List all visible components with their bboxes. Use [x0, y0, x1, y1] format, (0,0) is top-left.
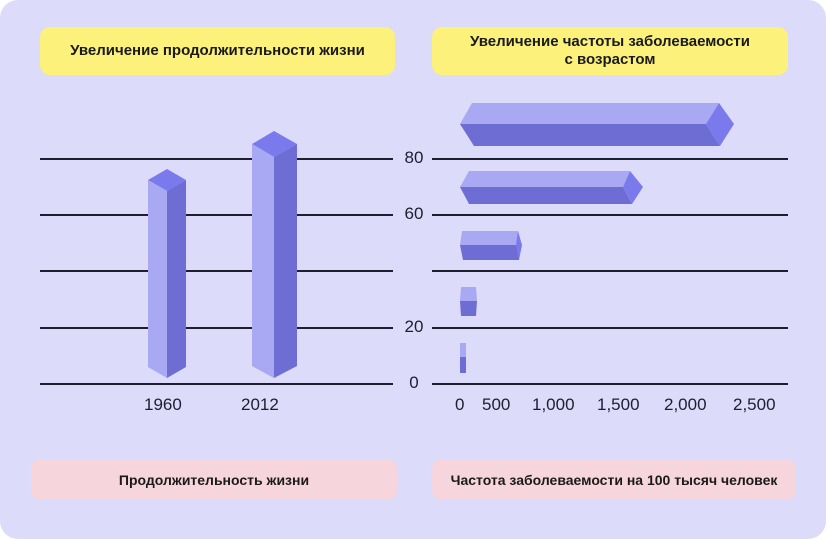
x-tick-500: 500	[482, 395, 511, 414]
gridline-20-left	[40, 327, 393, 329]
gridline-0-left	[40, 383, 393, 385]
gridline-0-right	[432, 383, 788, 385]
x-tick-1960: 1960	[144, 395, 182, 414]
gridline-80-right	[432, 158, 788, 160]
y-tick-60: 60	[404, 204, 424, 223]
bar-0-20	[460, 343, 466, 373]
left-chart-title: Увеличение продолжительности жизни	[40, 27, 395, 75]
right-chart-title: Увеличение частоты заболеваемости с возр…	[432, 27, 788, 75]
gridline-60-left	[40, 214, 393, 216]
bar-2012	[252, 131, 297, 378]
gridline-60-right	[432, 214, 788, 216]
bar-60-80	[460, 171, 643, 204]
y-tick-20: 20	[404, 317, 424, 336]
bar-1960	[148, 169, 186, 378]
bar-20-40	[460, 287, 477, 316]
right-axis-label: Частота заболеваемости на 100 тысяч чело…	[432, 459, 796, 500]
left-axis-label: Продолжительность жизни	[31, 459, 397, 500]
gridline-80-left	[40, 158, 393, 160]
right-chart-title-line2: с возрастом	[564, 51, 656, 68]
x-tick-2500: 2,500	[733, 395, 776, 414]
bar-80-plus	[460, 103, 734, 146]
y-tick-80: 80	[404, 148, 424, 167]
x-tick-2012: 2012	[241, 395, 279, 414]
bar-40-60	[460, 231, 522, 260]
right-chart-title-line1: Увеличение частоты заболеваемости	[470, 33, 750, 50]
x-tick-2000: 2,000	[664, 395, 707, 414]
gridline-40-left	[40, 270, 393, 272]
x-tick-1000: 1,000	[532, 395, 575, 414]
gridline-40-right	[432, 270, 788, 272]
y-tick-0: 0	[409, 373, 419, 392]
gridline-20-right	[432, 327, 788, 329]
x-tick-1500: 1,500	[597, 395, 640, 414]
x-tick-0: 0	[455, 395, 465, 414]
